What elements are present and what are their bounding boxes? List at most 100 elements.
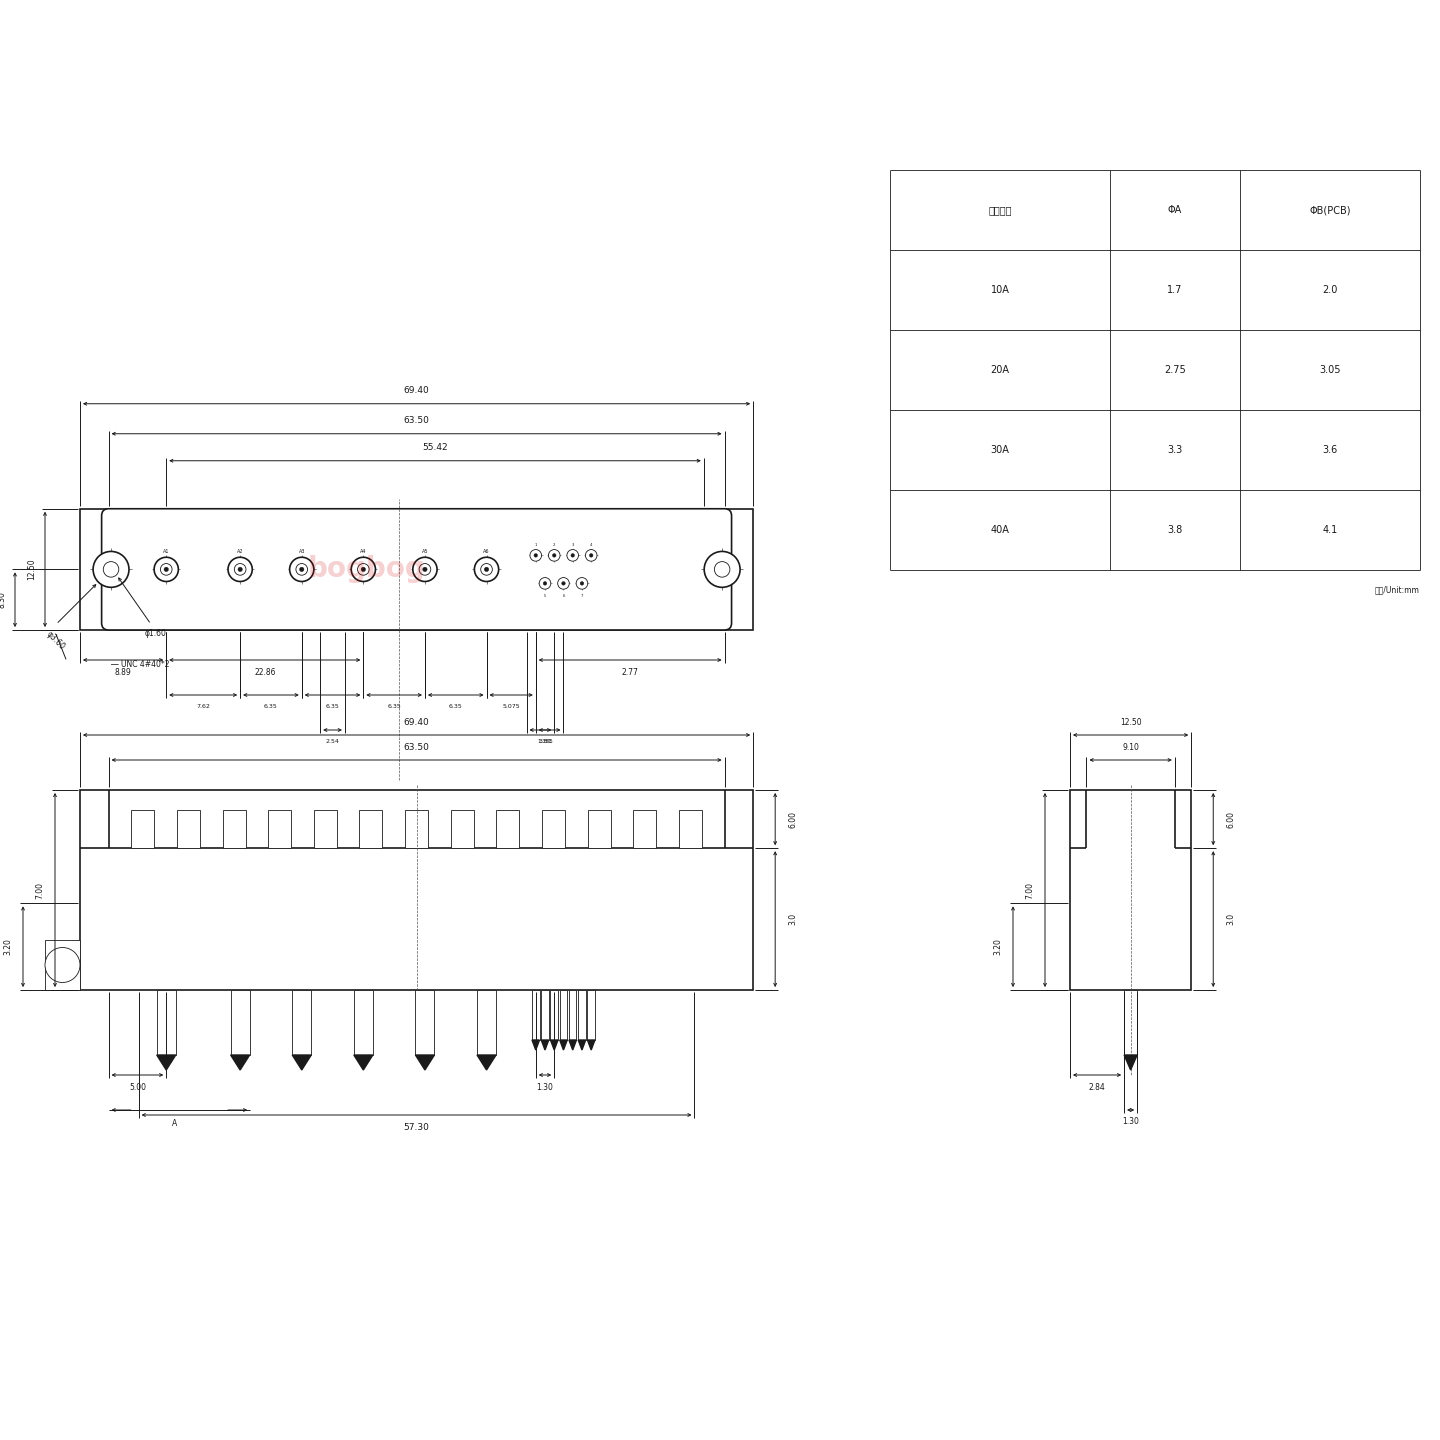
Text: 20A: 20A <box>991 364 1009 374</box>
Text: A6: A6 <box>484 549 490 554</box>
Polygon shape <box>157 1056 176 1070</box>
Circle shape <box>589 553 593 557</box>
Polygon shape <box>1125 1056 1138 1070</box>
Text: 6: 6 <box>562 595 564 598</box>
Circle shape <box>235 563 246 575</box>
Circle shape <box>549 550 560 562</box>
Bar <box>415 991 435 1056</box>
Circle shape <box>94 552 130 588</box>
Text: 3.8: 3.8 <box>1168 526 1182 536</box>
Text: 2.75: 2.75 <box>1164 364 1187 374</box>
Text: 2.54: 2.54 <box>325 739 340 743</box>
Text: 6.00: 6.00 <box>1227 811 1236 828</box>
Text: 8.89: 8.89 <box>115 668 131 677</box>
Circle shape <box>104 562 120 577</box>
Text: 5.00: 5.00 <box>130 1083 145 1092</box>
Text: 10A: 10A <box>991 285 1009 295</box>
Bar <box>588 811 611 848</box>
Bar <box>541 811 564 848</box>
Circle shape <box>530 550 541 562</box>
Bar <box>497 811 520 848</box>
Circle shape <box>570 553 575 557</box>
Text: A3: A3 <box>298 549 305 554</box>
Bar <box>177 811 200 848</box>
Bar <box>354 991 373 1056</box>
Text: ― UNC 4#40*2: ― UNC 4#40*2 <box>111 660 170 668</box>
Bar <box>1125 991 1138 1056</box>
Polygon shape <box>541 1040 549 1050</box>
Text: 63.50: 63.50 <box>403 743 429 752</box>
Circle shape <box>567 550 579 562</box>
Text: 6.35: 6.35 <box>264 704 278 708</box>
Text: 1.7: 1.7 <box>1168 285 1182 295</box>
Text: φ3.60: φ3.60 <box>45 629 68 651</box>
Circle shape <box>228 557 252 582</box>
Circle shape <box>45 948 81 982</box>
Bar <box>131 811 154 848</box>
Text: 8.30: 8.30 <box>0 592 7 608</box>
Bar <box>678 811 701 848</box>
Text: 40A: 40A <box>991 526 1009 536</box>
Circle shape <box>557 577 569 589</box>
Circle shape <box>580 582 583 585</box>
Text: 4: 4 <box>590 543 592 547</box>
Bar <box>45 940 81 991</box>
Circle shape <box>562 582 566 585</box>
Circle shape <box>474 557 498 582</box>
Circle shape <box>576 577 588 589</box>
Polygon shape <box>415 1056 435 1070</box>
Circle shape <box>297 563 308 575</box>
Polygon shape <box>588 1040 595 1050</box>
Text: 4.1: 4.1 <box>1322 526 1338 536</box>
Text: A2: A2 <box>238 549 243 554</box>
Text: 单位/Unit:mm: 单位/Unit:mm <box>1375 585 1420 595</box>
Text: 3.3: 3.3 <box>1168 445 1182 455</box>
Circle shape <box>413 557 438 582</box>
Circle shape <box>714 562 730 577</box>
Text: 7.00: 7.00 <box>1025 881 1034 899</box>
Bar <box>1070 791 1191 991</box>
Text: bogbog: bogbog <box>308 556 425 583</box>
Circle shape <box>539 577 550 589</box>
Bar <box>81 791 753 991</box>
Bar <box>541 991 549 1040</box>
Polygon shape <box>354 1056 373 1070</box>
Bar <box>550 991 557 1040</box>
Polygon shape <box>579 1040 586 1050</box>
Circle shape <box>160 563 171 575</box>
Text: 6.35: 6.35 <box>325 704 340 708</box>
Bar <box>477 991 495 1056</box>
Text: 55.42: 55.42 <box>422 444 448 452</box>
Polygon shape <box>550 1040 557 1050</box>
Text: 3.81: 3.81 <box>539 739 552 743</box>
Circle shape <box>481 563 492 575</box>
Text: 3.0: 3.0 <box>1227 913 1236 924</box>
Text: 3.0: 3.0 <box>789 913 798 924</box>
Circle shape <box>164 567 168 572</box>
Circle shape <box>553 553 556 557</box>
Bar <box>314 811 337 848</box>
Text: 2.0: 2.0 <box>1322 285 1338 295</box>
FancyBboxPatch shape <box>102 508 732 631</box>
Text: 30A: 30A <box>991 445 1009 455</box>
Circle shape <box>586 550 598 562</box>
Bar <box>230 991 249 1056</box>
Text: 1.30: 1.30 <box>537 1083 553 1092</box>
Text: 1.30: 1.30 <box>1122 1117 1139 1126</box>
Text: 69.40: 69.40 <box>403 717 429 727</box>
Bar <box>223 811 246 848</box>
Bar <box>634 811 657 848</box>
Text: 12.50: 12.50 <box>27 559 36 580</box>
Bar <box>405 811 428 848</box>
Bar <box>81 508 753 631</box>
Polygon shape <box>230 1056 249 1070</box>
Text: A1: A1 <box>163 549 170 554</box>
Text: φ1.60: φ1.60 <box>145 629 167 638</box>
Text: 63.50: 63.50 <box>403 416 429 425</box>
Circle shape <box>357 563 369 575</box>
Text: A5: A5 <box>422 549 428 554</box>
Polygon shape <box>292 1056 311 1070</box>
Text: 1.385: 1.385 <box>537 739 553 743</box>
Bar <box>451 811 474 848</box>
Text: 5: 5 <box>544 595 546 598</box>
